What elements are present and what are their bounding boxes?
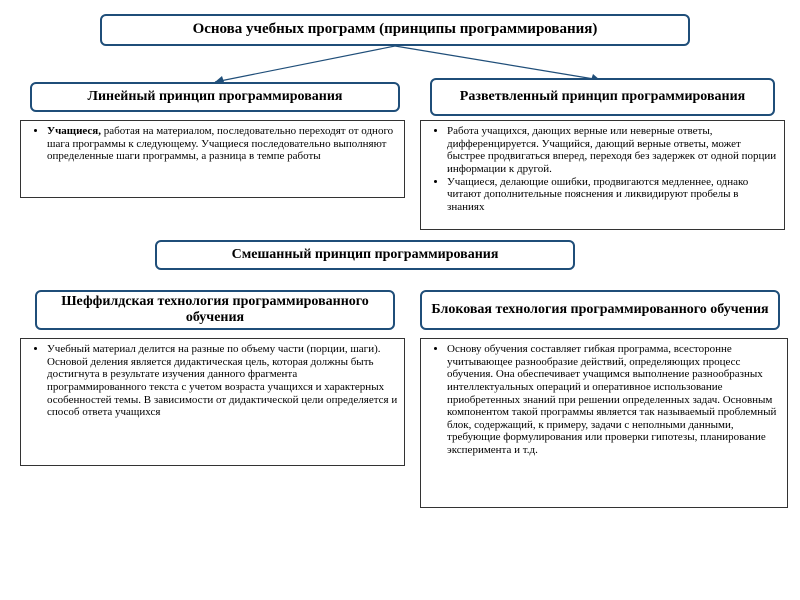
sheffield-title-box: Шеффилдская технология программированног…: [35, 290, 395, 330]
branched-content: Работа учащихся, дающих верные или невер…: [420, 120, 785, 230]
branched-title: Разветвленный принцип программирования: [460, 89, 745, 105]
linear-content: Учащиеся, работая на материалом, последо…: [20, 120, 405, 198]
list-item: Учебный материал делится на разные по об…: [47, 343, 398, 419]
list-item: Учащиеся, делающие ошибки, продвигаются …: [447, 176, 778, 214]
list-item: Основу обучения составляет гибкая програ…: [447, 343, 781, 457]
mixed-title-box: Смешанный принцип программирования: [155, 240, 575, 270]
block-title-box: Блоковая технология программированного о…: [420, 290, 780, 330]
block-list: Основу обучения составляет гибкая програ…: [425, 343, 781, 457]
branched-title-box: Разветвленный принцип программирования: [430, 78, 775, 116]
sheffield-list: Учебный материал делится на разные по об…: [25, 343, 398, 419]
list-item: Работа учащихся, дающих верные или невер…: [447, 125, 778, 176]
block-content: Основу обучения составляет гибкая програ…: [420, 338, 788, 508]
sheffield-title: Шеффилдская технология программированног…: [45, 294, 385, 326]
linear-list: Учащиеся, работая на материалом, последо…: [25, 125, 398, 163]
branched-list: Работа учащихся, дающих верные или невер…: [425, 125, 778, 213]
sheffield-content: Учебный материал делится на разные по об…: [20, 338, 405, 466]
linear-title-box: Линейный принцип программирования: [30, 82, 400, 112]
block-title: Блоковая технология программированного о…: [431, 302, 768, 318]
main-title: Основа учебных программ (принципы програ…: [193, 21, 598, 38]
main-title-box: Основа учебных программ (принципы програ…: [100, 14, 690, 46]
mixed-title: Смешанный принцип программирования: [232, 247, 499, 263]
linear-title: Линейный принцип программирования: [88, 89, 343, 105]
list-item: Учащиеся, работая на материалом, последо…: [47, 125, 398, 163]
